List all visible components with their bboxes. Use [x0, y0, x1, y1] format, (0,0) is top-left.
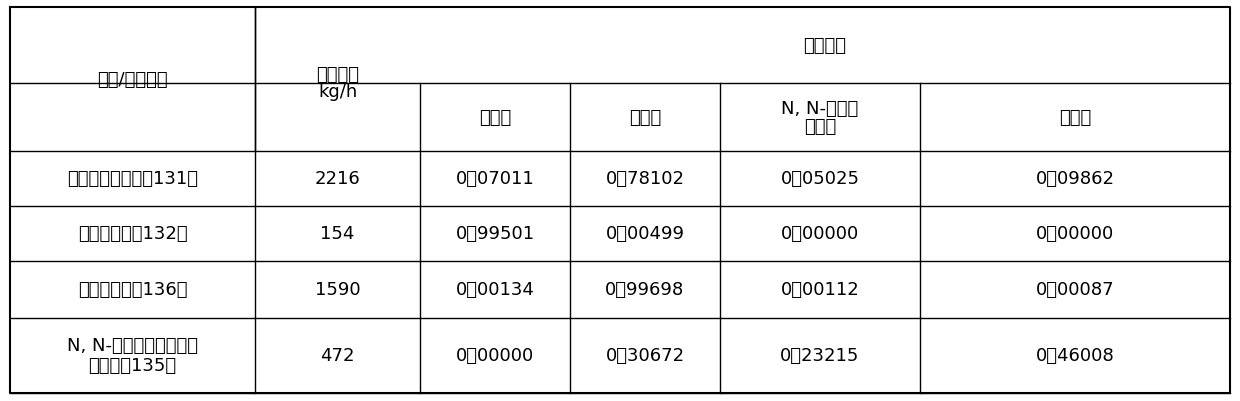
Text: 0．78102: 0．78102	[605, 170, 684, 188]
Text: 环己酮产品（132）: 环己酮产品（132）	[78, 225, 187, 243]
Text: 1590: 1590	[315, 281, 361, 299]
Text: 0．00000: 0．00000	[456, 346, 534, 365]
Text: 0．09862: 0．09862	[1035, 170, 1115, 188]
Text: 0．05025: 0．05025	[780, 170, 859, 188]
Text: 采出/进料部位: 采出/进料部位	[97, 71, 167, 89]
Text: 0．00499: 0．00499	[605, 225, 684, 243]
Text: 物出料（135）: 物出料（135）	[88, 356, 176, 375]
Text: 0．00000: 0．00000	[1035, 225, 1114, 243]
Text: 0．99698: 0．99698	[605, 281, 684, 299]
Text: 0．99501: 0．99501	[455, 225, 534, 243]
Text: 0．00000: 0．00000	[781, 225, 859, 243]
Text: N, N-二甲基: N, N-二甲基	[781, 100, 858, 118]
Text: 154: 154	[320, 225, 355, 243]
Text: 乙酰胺: 乙酰胺	[804, 118, 836, 136]
Text: 质量分数: 质量分数	[804, 37, 847, 55]
Text: 环己醇产品（136）: 环己醇产品（136）	[78, 281, 187, 299]
Text: 重组分: 重组分	[1059, 109, 1091, 127]
Text: 0．23215: 0．23215	[780, 346, 859, 365]
Text: 472: 472	[320, 346, 355, 365]
Text: 0．07011: 0．07011	[455, 170, 534, 188]
Text: kg/h: kg/h	[317, 83, 357, 101]
Text: 0．00134: 0．00134	[455, 281, 534, 299]
Text: 质量流量: 质量流量	[316, 66, 360, 84]
Text: 0．00087: 0．00087	[1035, 281, 1115, 299]
Text: 第一精馏塔进料（131）: 第一精馏塔进料（131）	[67, 170, 198, 188]
Text: 环己醇: 环己醇	[629, 109, 661, 127]
Text: N, N-二甲基乙酰胺混合: N, N-二甲基乙酰胺混合	[67, 337, 198, 354]
Text: 环己酮: 环己酮	[479, 109, 511, 127]
Text: 2216: 2216	[315, 170, 361, 188]
Text: 0．00112: 0．00112	[781, 281, 859, 299]
Text: 0．30672: 0．30672	[605, 346, 684, 365]
Text: 0．46008: 0．46008	[1035, 346, 1115, 365]
